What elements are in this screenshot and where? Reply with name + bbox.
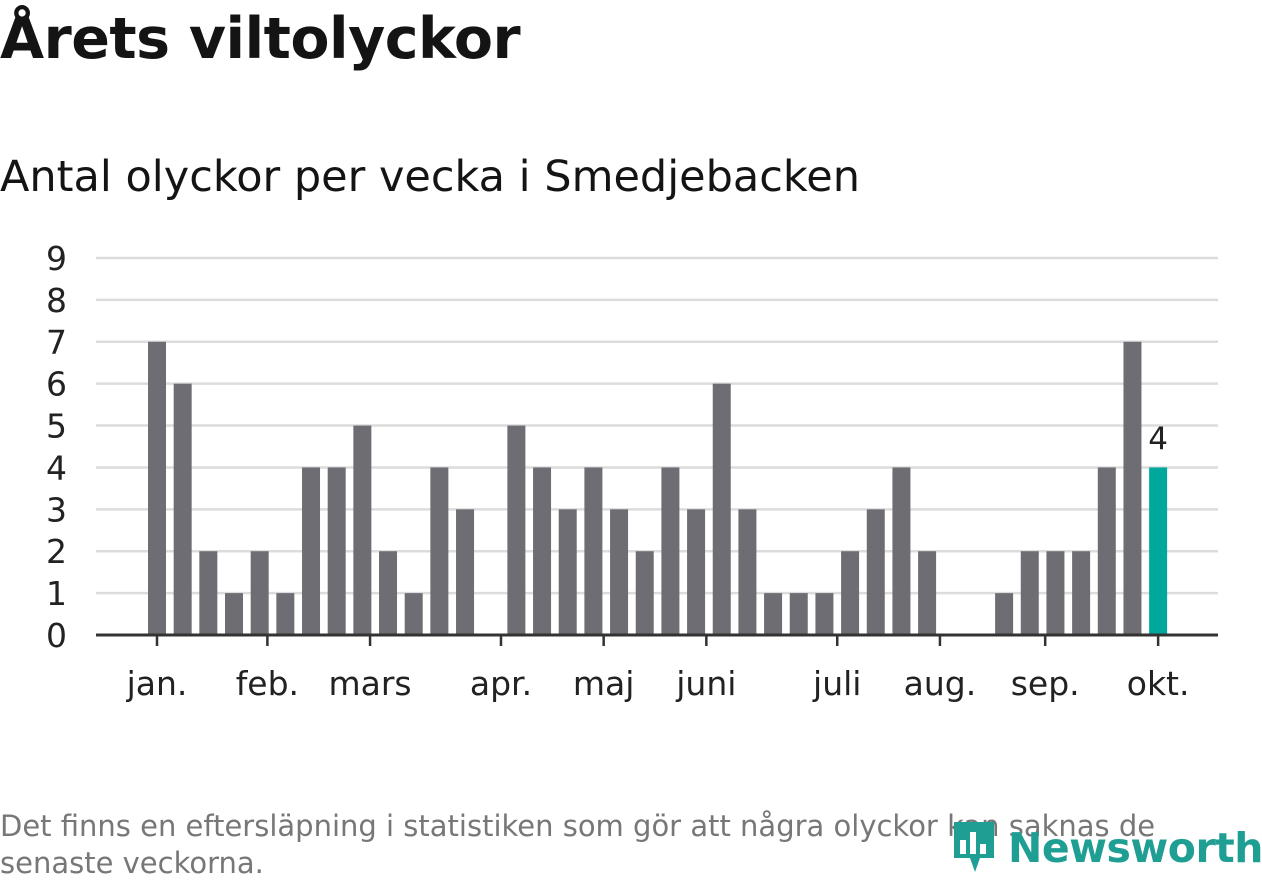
- x-tick-label-feb.: feb.: [236, 664, 299, 703]
- bar-week-15: [507, 425, 526, 635]
- x-tick-label-sep.: sep.: [1011, 664, 1080, 703]
- grid-lines: [96, 256, 1218, 595]
- bar-week-31: [918, 551, 937, 635]
- y-tick-label-3: 3: [46, 490, 67, 529]
- bar-week-18: [584, 467, 603, 635]
- bar-week-3: [199, 551, 218, 635]
- bar-week-27: [815, 593, 834, 635]
- bar-week-35: [1020, 551, 1039, 635]
- y-tick-label-4: 4: [46, 448, 67, 487]
- bar-week-13: [456, 509, 475, 635]
- bar-week-5: [250, 551, 269, 635]
- bar-week-4: [225, 593, 244, 635]
- bar-week-39: [1123, 341, 1142, 635]
- y-tick-label-7: 7: [46, 323, 67, 362]
- bar-week-20: [635, 551, 654, 635]
- x-tick-label-juni: juni: [675, 664, 736, 703]
- bar-week-40: [1149, 467, 1168, 635]
- logo-text: Newsworthy: [1008, 824, 1262, 872]
- bar-week-34: [995, 593, 1014, 635]
- x-tick-label-apr.: apr.: [470, 664, 532, 703]
- bar-week-38: [1097, 467, 1116, 635]
- bar-week-36: [1046, 551, 1065, 635]
- bar-week-37: [1072, 551, 1091, 635]
- bar-week-30: [892, 467, 911, 635]
- bar-week-16: [533, 467, 552, 635]
- x-tick-label-mars: mars: [328, 664, 411, 703]
- bar-week-26: [789, 593, 808, 635]
- y-tick-label-2: 2: [46, 532, 67, 571]
- x-tick-label-juli: juli: [812, 664, 861, 703]
- x-tick-label-okt.: okt.: [1127, 664, 1190, 703]
- bar-week-17: [558, 509, 577, 635]
- bar-chart-logo-icon: [954, 822, 994, 872]
- bar-week-28: [841, 551, 860, 635]
- chart-subtitle: Antal olyckor per vecka i Smedjebacken: [0, 152, 860, 202]
- bars: [148, 341, 1168, 635]
- bar-week-21: [661, 467, 680, 635]
- y-tick-label-5: 5: [46, 407, 67, 446]
- y-tick-label-8: 8: [46, 281, 67, 320]
- bar-week-12: [430, 467, 449, 635]
- bar-week-23: [712, 383, 731, 635]
- bar-week-10: [379, 551, 398, 635]
- y-tick-label-9: 9: [46, 239, 67, 278]
- x-tick-label-aug.: aug.: [904, 664, 977, 703]
- bar-week-7: [302, 467, 321, 635]
- bar-week-6: [276, 593, 295, 635]
- newsworthy-logo: Newsworthy: [950, 818, 1262, 878]
- y-tick-label-0: 0: [46, 616, 67, 655]
- bar-week-25: [764, 593, 783, 635]
- page-title: Årets viltolyckor: [0, 6, 521, 72]
- x-axis: [96, 633, 1218, 646]
- x-tick-label-jan.: jan.: [126, 664, 188, 703]
- bar-week-11: [404, 593, 423, 635]
- bar-week-8: [327, 467, 346, 635]
- highlight-value-label: 4: [1148, 421, 1168, 457]
- bar-week-24: [738, 509, 757, 635]
- bar-week-22: [687, 509, 706, 635]
- bar-week-19: [610, 509, 629, 635]
- bar-week-29: [866, 509, 885, 635]
- x-tick-label-maj: maj: [573, 664, 635, 703]
- y-tick-label-1: 1: [46, 574, 67, 613]
- bar-week-2: [173, 383, 192, 635]
- y-tick-label-6: 6: [46, 365, 67, 404]
- bar-week-1: [148, 341, 166, 635]
- bar-week-9: [353, 425, 372, 635]
